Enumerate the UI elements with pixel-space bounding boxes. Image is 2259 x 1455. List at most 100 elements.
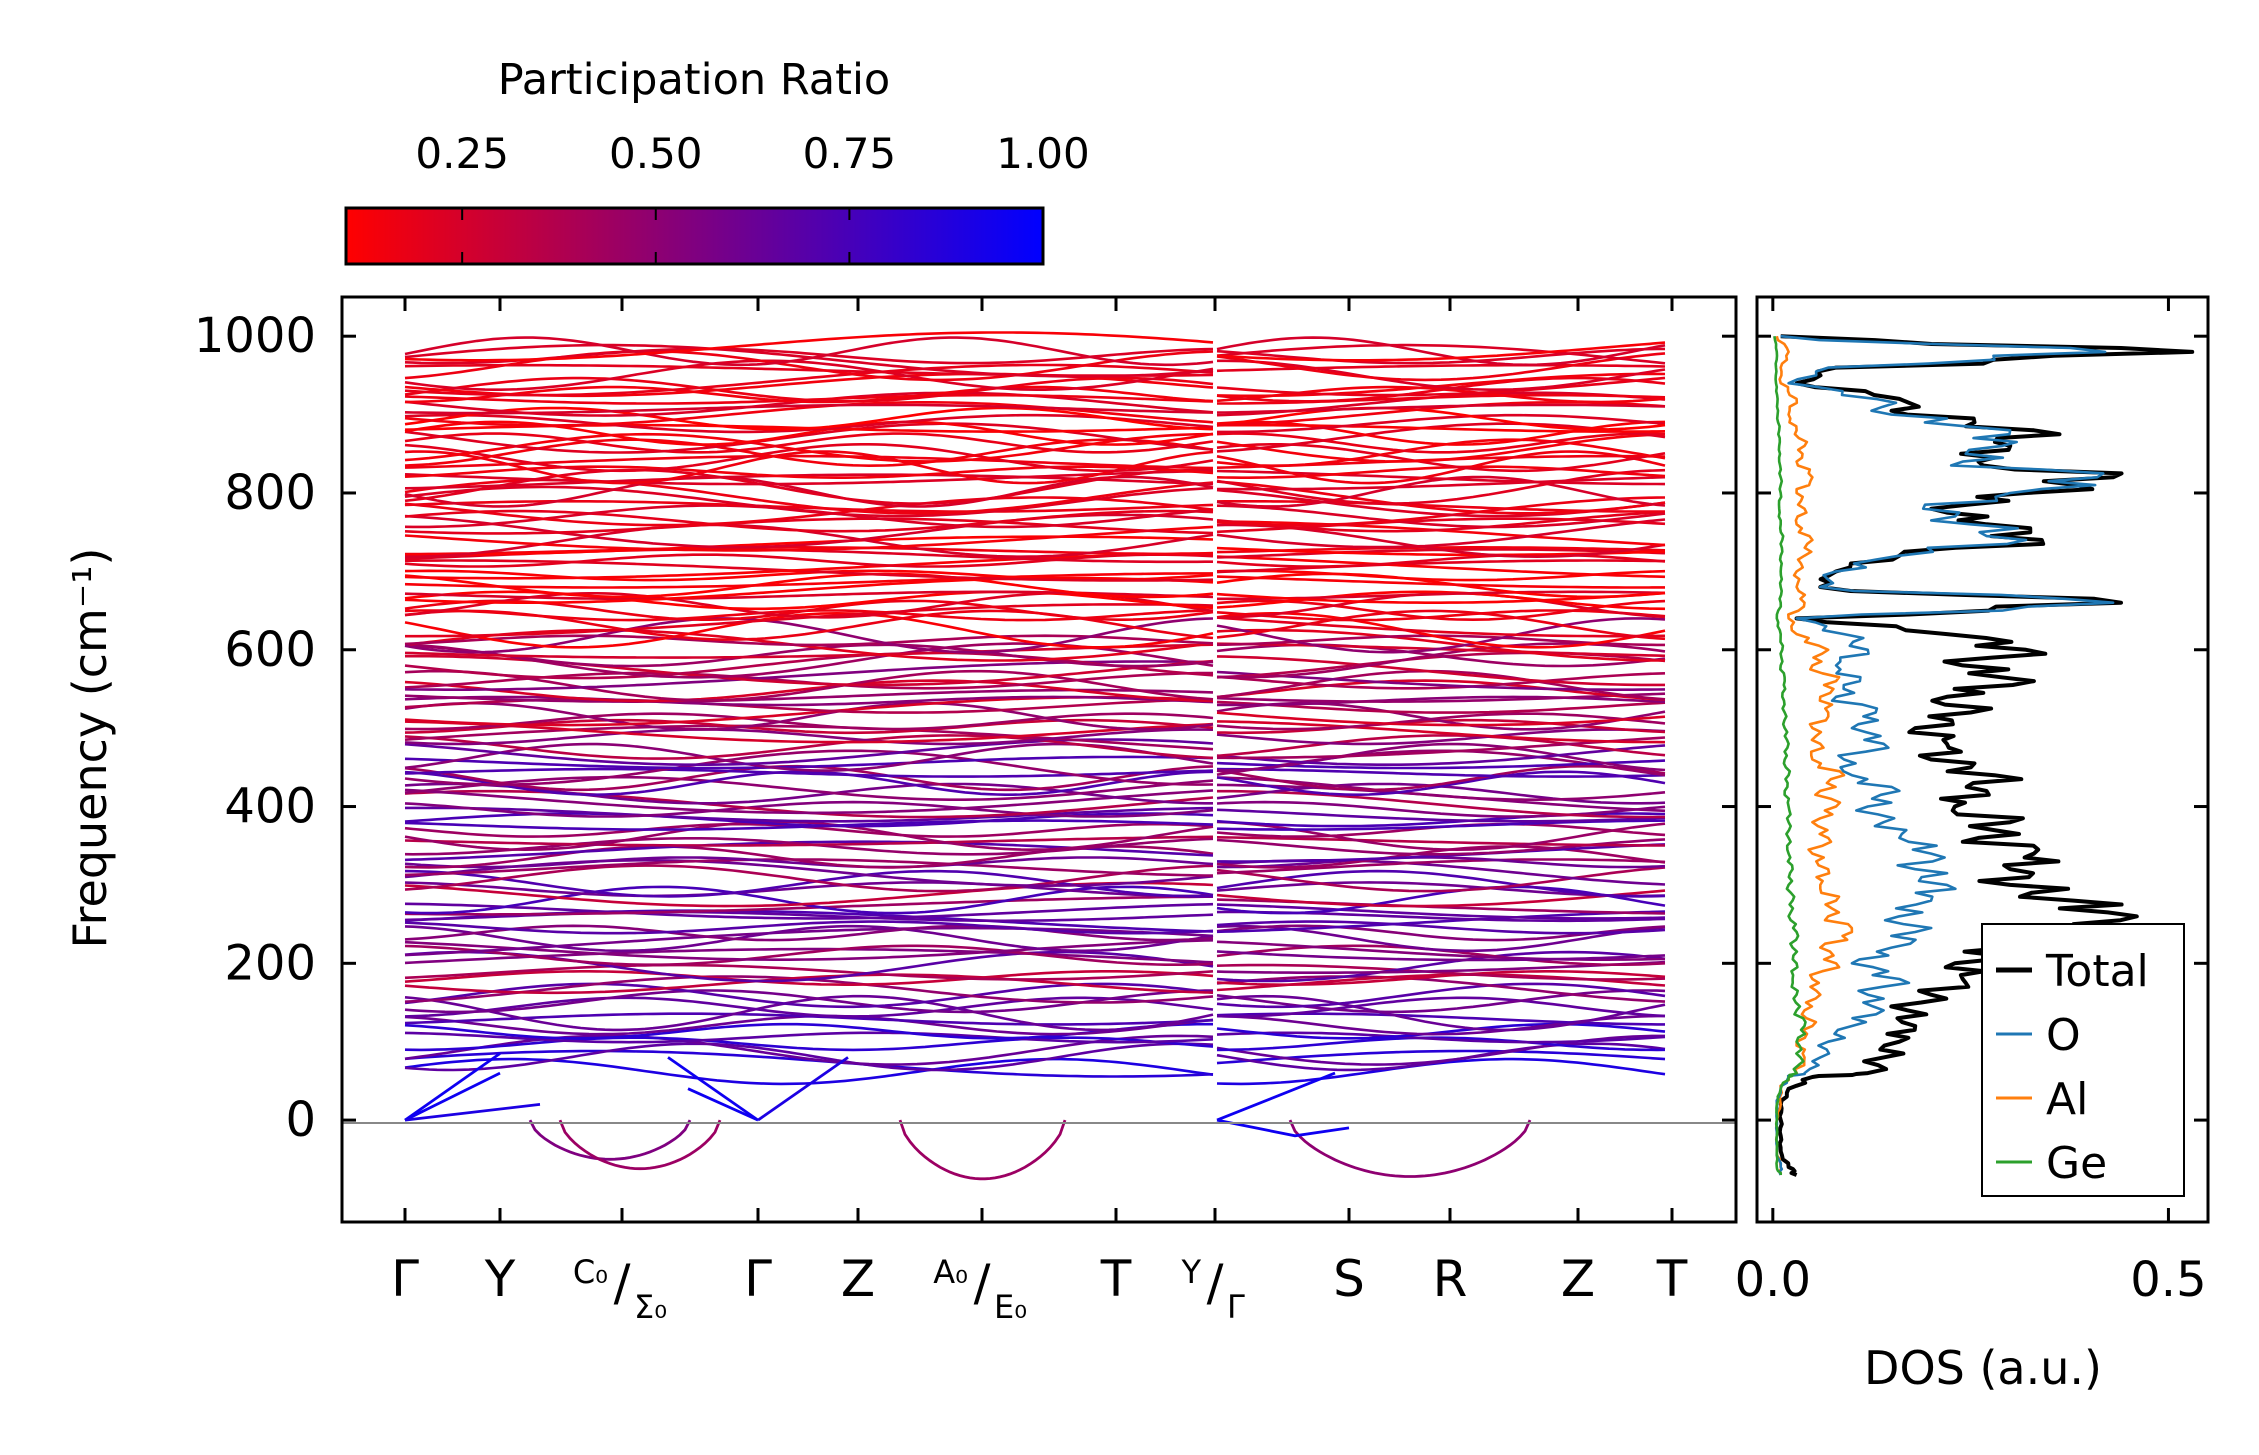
phonon-band [1216,975,1666,1003]
phonon-band [1216,616,1666,638]
phonon-band [404,1022,1213,1040]
phonon-band [1216,363,1666,373]
phonon-band [1216,1031,1666,1044]
phonon-band [404,749,1214,786]
phonon-band [404,651,1214,680]
phonon-band [1216,940,1666,961]
phonon-band [404,401,1214,427]
phonon-band [1216,910,1666,934]
frequency-axis-label: Frequency (cm⁻¹) [63,548,117,949]
colorbar-ticks: 0.25 0.50 0.75 1.00 [415,129,1090,264]
phonon-band [1216,336,1666,367]
phonon-band [404,572,1214,599]
phonon-band [1216,866,1666,893]
phonon-band [1216,800,1666,818]
phonon-band [1216,903,1666,920]
phonon-band [404,485,1214,518]
legend-label: Total [2045,946,2149,997]
phonon-band [404,835,1214,847]
colorbar-gradient [344,206,1045,266]
high-symmetry-label: R [1433,1250,1468,1308]
phonon-band [1216,720,1666,744]
phonon-band [404,406,1214,431]
phonon-band [404,553,1214,568]
acoustic-branch [667,1056,759,1122]
acoustic-branch [404,1103,541,1122]
phonon-band [404,924,1214,942]
legend-label: Ge [2046,1138,2107,1189]
high-symmetry-label: Γ [391,1250,419,1308]
phonon-band [404,924,1214,953]
dos-panel: 0.0 0.5 DOS (a.u.) Total O Al Ge [1735,295,2210,1395]
phonon-band [1216,858,1666,875]
phonon-band [1216,920,1666,935]
phonon-bands [404,331,1666,1181]
phonon-band [404,800,1214,818]
phonon-band [404,376,1214,403]
phonon-band [1216,889,1666,908]
phonon-band [1217,789,1665,819]
high-symmetry-ticks: Γ Y C₀ / Σ₀ Γ Z A₀ / E₀ T Y / Γ S R Z T [391,297,1688,1326]
phonon-band [405,806,1214,823]
phonon-band [1216,670,1666,691]
phonon-band [1217,393,1666,405]
phonon-band [1216,555,1666,579]
phonon-band [404,634,1214,647]
acoustic-branch [1216,1071,1336,1122]
frequency-axis: 0 200 400 600 800 1000 [194,308,1736,1148]
phonon-band [1216,700,1666,714]
phonon-band [404,944,1214,966]
phonon-band [1216,609,1666,641]
phonon-band [404,770,1214,796]
phonon-band [1216,1036,1666,1052]
dos-series-ge [1773,336,1807,1175]
acoustic-branch [1288,1119,1532,1178]
phonon-band [1216,617,1666,654]
high-symmetry-slash: / [974,1254,991,1312]
phonon-band [1217,843,1666,863]
phonon-band [404,970,1214,986]
acoustic-branch [757,1056,849,1122]
acoustic-branch [687,1087,759,1122]
phonon-band [404,517,1214,535]
dos-axes-frame [1755,295,2210,1224]
legend-label: O [2046,1010,2081,1061]
phonon-band [404,885,1214,915]
phonon-band [1216,628,1665,662]
phonon-band [404,413,1214,434]
phonon-band [1216,406,1666,431]
phonon-band [1216,869,1666,898]
phonon-band [1216,1022,1666,1040]
phonon-band [1216,1049,1666,1065]
phonon-band [404,734,1214,760]
phonon-band [1216,465,1666,479]
y-tick-label: 400 [224,779,316,835]
phonon-band [1216,504,1666,529]
high-symmetry-label-sub: Γ [1227,1288,1245,1326]
acoustic-branch [558,1119,722,1171]
phonon-band [1216,432,1666,454]
phonon-band [404,679,1214,703]
dos-legend: Total O Al Ge [1981,923,2185,1197]
high-symmetry-slash: / [614,1254,631,1312]
phonon-band [1216,590,1666,611]
phonon-band [1216,433,1666,463]
phonon-band [1216,950,1666,983]
phonon-band [404,572,1213,589]
phonon-band [404,469,1214,486]
phonon-band [1216,970,1666,986]
high-symmetry-label-sup: Y [1180,1253,1201,1291]
phonon-band [404,432,1214,463]
phonon-band [404,336,1214,367]
phonon-band [1216,770,1666,796]
phonon-band [404,712,1214,731]
phonon-band [1216,343,1666,365]
colorbar: Participation Ratio 0.25 0.50 0.75 1.00 [344,55,1090,266]
dos-x-tick-label: 0.5 [2130,1252,2206,1308]
phonon-band [1216,672,1666,690]
phonon-band [1216,767,1666,778]
phonon-band [404,963,1214,981]
phonon-band [404,559,1214,582]
colorbar-tick-label: 0.25 [415,129,509,178]
phonon-band [1216,836,1666,847]
